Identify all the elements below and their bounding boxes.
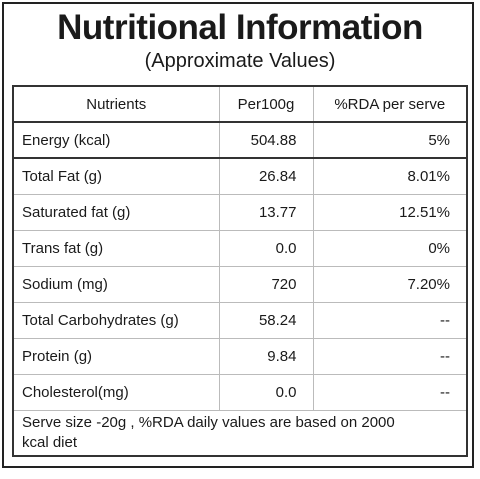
per-100g: 58.24 xyxy=(218,301,314,339)
table-row: Total Fat (g) 26.84 8.01% xyxy=(12,157,468,195)
rda-percent: 7.20% xyxy=(312,265,468,303)
nutrient-name: Protein (g) xyxy=(12,337,220,375)
rda-percent: 5% xyxy=(312,121,468,159)
per-100g: 0.0 xyxy=(218,229,314,267)
per-100g: 720 xyxy=(218,265,314,303)
rda-percent: 8.01% xyxy=(312,157,468,195)
table-row: Protein (g) 9.84 -- xyxy=(12,337,468,375)
nutrient-name: Sodium (mg) xyxy=(12,265,220,303)
nutrient-name: Energy (kcal) xyxy=(12,121,220,159)
per-100g: 0.0 xyxy=(218,373,314,411)
per-100g: 26.84 xyxy=(218,157,314,195)
column-header: %RDA per serve xyxy=(312,85,468,122)
rda-percent: -- xyxy=(312,373,468,411)
table-row: Energy (kcal) 504.88 5% xyxy=(12,121,468,159)
nutrient-name: Saturated fat (g) xyxy=(12,193,220,231)
rda-percent: 0% xyxy=(312,229,468,267)
frame xyxy=(2,2,474,468)
nutrition-table: Nutrients Per100g %RDA per serve Energy (kc… xyxy=(12,85,468,457)
nutrient-name: Total Fat (g) xyxy=(12,157,220,195)
nutrient-name: Cholesterol(mg) xyxy=(12,373,220,411)
rda-percent: -- xyxy=(312,337,468,375)
subtitle: (Approximate Values) xyxy=(144,50,336,72)
nutrient-name: Trans fat (g) xyxy=(12,229,220,267)
table-row: Trans fat (g) 0.0 0% xyxy=(12,229,468,267)
table-row: Sodium (mg) 720 7.20% xyxy=(12,265,468,303)
nutrient-name: Total Carbohydrates (g) xyxy=(12,301,220,339)
column-header: Per100g xyxy=(218,85,314,122)
column-header: Nutrients xyxy=(12,85,220,122)
title: Nutritional Information xyxy=(57,8,423,47)
per-100g: 13.77 xyxy=(218,193,314,231)
header-row: Nutrients Per100g %RDA per serve xyxy=(12,85,468,122)
table-row: Saturated fat (g) 13.77 12.51% xyxy=(12,193,468,231)
per-100g: 9.84 xyxy=(218,337,314,375)
table-row: Total Carbohydrates (g) 58.24 -- xyxy=(12,301,468,339)
rda-percent: -- xyxy=(312,301,468,339)
footnote: Serve size -20g , %RDA daily values are … xyxy=(12,409,468,457)
per-100g: 504.88 xyxy=(218,121,314,159)
table-row: Cholesterol(mg) 0.0 -- xyxy=(12,373,468,411)
rda-percent: 12.51% xyxy=(312,193,468,231)
footnote-row: Serve size -20g , %RDA daily values are … xyxy=(12,409,468,457)
